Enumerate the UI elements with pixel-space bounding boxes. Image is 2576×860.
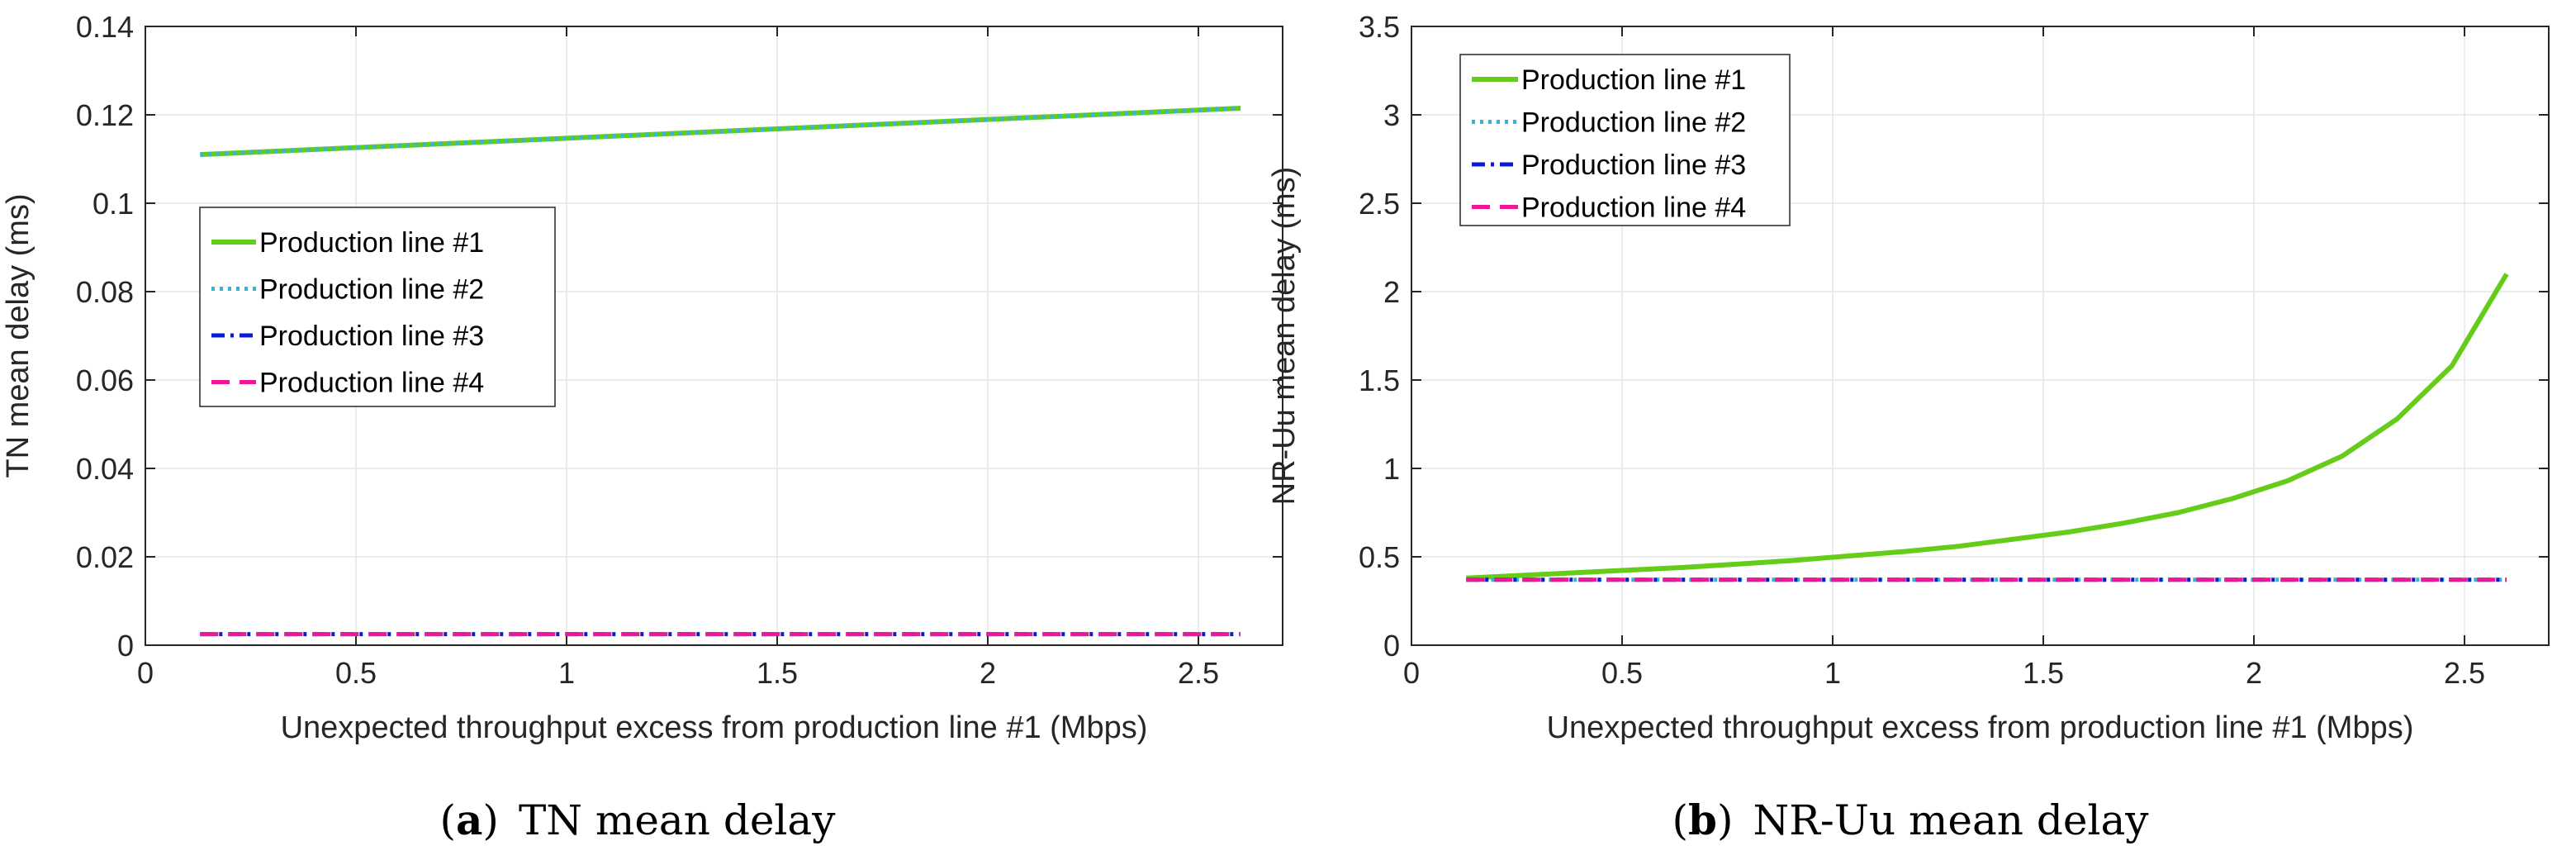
y-tick-label: 1.5	[1359, 363, 1400, 397]
y-tick-label: 0.5	[1359, 540, 1400, 574]
legend: Production line #1 Production line #2 Prod…	[199, 207, 556, 407]
x-tick-label: 2.5	[1178, 656, 1219, 690]
legend-label-1: Production line #1	[259, 227, 484, 259]
y-tick-label: 3	[1383, 98, 1400, 132]
series-line-2	[200, 106, 1241, 157]
legend-label-3: Production line #3	[1521, 150, 1746, 181]
y-tick-label: 2	[1383, 275, 1400, 309]
caption-title: TN mean delay	[519, 796, 836, 844]
legend-label-2: Production line #2	[1521, 107, 1746, 139]
x-tick-label: 0.5	[335, 656, 377, 690]
x-tick-label: 0.5	[1601, 656, 1643, 690]
legend-label-3: Production line #3	[259, 321, 484, 352]
legend-label-1: Production line #1	[1521, 64, 1746, 96]
y-tick-label: 0.08	[76, 275, 134, 309]
legend-label-2: Production line #2	[259, 274, 484, 306]
y-axis-label: NR-Uu mean delay (ms)	[1267, 167, 1302, 506]
x-tick-label: 1.5	[757, 656, 798, 690]
y-tick-label: 0.04	[76, 452, 134, 486]
x-tick-label: 1	[558, 656, 575, 690]
y-tick-label: 0.02	[76, 540, 134, 574]
axes-box	[145, 26, 1283, 646]
x-tick-label: 0	[1403, 656, 1420, 690]
y-tick-label: 0	[1383, 629, 1400, 663]
chart-tn-mean-delay: 0 0.5 1 1.5 2 2.5 0 0.02 0.04 0.06 0.08 0.1 0.12 0.14…	[1, 10, 1283, 844]
series-line-1	[1466, 273, 2509, 581]
y-tick-label: 3.5	[1359, 10, 1400, 44]
y-tick-label: 1	[1383, 452, 1400, 486]
legend-box	[1459, 54, 1791, 226]
legend-box	[199, 207, 556, 407]
x-tick-label: 1	[1824, 656, 1841, 690]
axes-box	[1411, 26, 2550, 646]
y-tick-label: 0.12	[76, 98, 134, 132]
x-tick-label: 2.5	[2444, 656, 2485, 690]
x-tick-label: 2	[2246, 656, 2262, 690]
y-tick-label: 2.5	[1359, 187, 1400, 221]
x-axis-label: Unexpected throughput excess from produc…	[281, 710, 1148, 745]
x-tick-label: 0	[137, 656, 154, 690]
x-tick-label: 2	[980, 656, 996, 690]
caption-title: NR-Uu mean delay	[1753, 796, 2149, 844]
y-tick-label: 0.14	[76, 10, 134, 44]
x-tick-label: 1.5	[2023, 656, 2064, 690]
x-axis-label: Unexpected throughput excess from produc…	[1547, 710, 2414, 745]
legend-label-4: Production line #4	[1521, 192, 1746, 224]
y-tick-label: 0.1	[93, 187, 134, 221]
y-axis-label: TN mean delay (ms)	[1, 193, 36, 478]
subfigure-caption: (b) NR-Uu mean delay	[1672, 796, 2149, 844]
subfigure-caption: (a) TN mean delay	[440, 796, 837, 844]
y-tick-label: 0.06	[76, 363, 134, 397]
caption-letter: a	[456, 796, 482, 844]
legend: Production line #1 Production line #2 Prod…	[1459, 54, 1791, 226]
y-tick-label: 0	[117, 629, 134, 663]
caption-letter: b	[1688, 796, 1717, 844]
chart-nr-uu-mean-delay: 0 0.5 1 1.5 2 2.5 0 0.5 1 1.5 2 2.5 3 3.5 Unexpected t…	[1267, 10, 2550, 844]
legend-label-4: Production line #4	[259, 368, 484, 399]
